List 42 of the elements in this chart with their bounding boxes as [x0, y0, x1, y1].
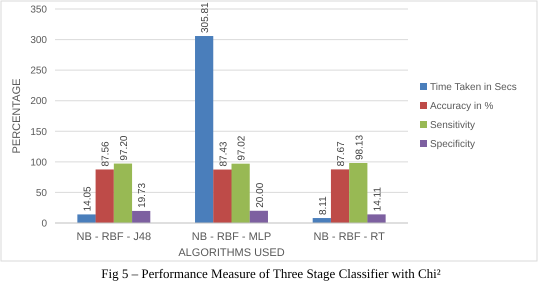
y-tick-label: 150 [30, 126, 48, 138]
text: 8.11 [318, 196, 329, 216]
y-tick-label: 50 [36, 188, 48, 199]
bar [349, 163, 368, 223]
y-tick-label: 0 [41, 218, 48, 230]
y-tick-label: 100 [30, 157, 48, 168]
text: 19.73 [137, 182, 148, 208]
y-tick-label: 250 [30, 66, 48, 77]
text: 97.02 [236, 136, 248, 161]
y-tick-label: 300 [30, 35, 48, 46]
x-tick-label: NB - RBF - RT [314, 231, 386, 243]
bar [330, 169, 350, 223]
legend-label: Time Taken in Secs [430, 82, 517, 93]
text: 87.43 [218, 142, 230, 167]
y-tick-label: 200 [30, 96, 48, 108]
legend-label: Accuracy in % [430, 101, 494, 112]
bar [250, 210, 268, 223]
bar [195, 36, 214, 223]
text: 97.20 [118, 136, 130, 161]
bar [96, 169, 114, 223]
text: 305.81 [200, 2, 212, 34]
text: 98.13 [354, 134, 366, 160]
bar [232, 164, 250, 223]
text: 14.05 [82, 186, 94, 212]
bar [77, 214, 96, 223]
caption: Fig 5 – Performance Measure of Three Stage Classifier with Chi² [101, 266, 441, 281]
legend-label: Sensitivity [430, 120, 476, 131]
y-tick-label: 350 [30, 4, 48, 16]
bar [213, 170, 232, 223]
y-axis-title: PERCENTAGE [11, 78, 23, 154]
legend-label: Specificity [430, 139, 476, 150]
x-axis-title: ALGORITHMS USED [178, 247, 285, 259]
x-tick-label: NB - RBF - MLP [192, 231, 272, 243]
bar [114, 164, 132, 223]
bar [312, 218, 331, 223]
text: 87.67 [336, 141, 348, 166]
text: 87.56 [100, 141, 112, 166]
bar [132, 210, 150, 223]
x-tick-label: NB - RBF - J48 [76, 231, 152, 243]
text: 14.11 [372, 187, 384, 212]
text: 20.00 [254, 182, 266, 208]
bar [367, 214, 386, 223]
